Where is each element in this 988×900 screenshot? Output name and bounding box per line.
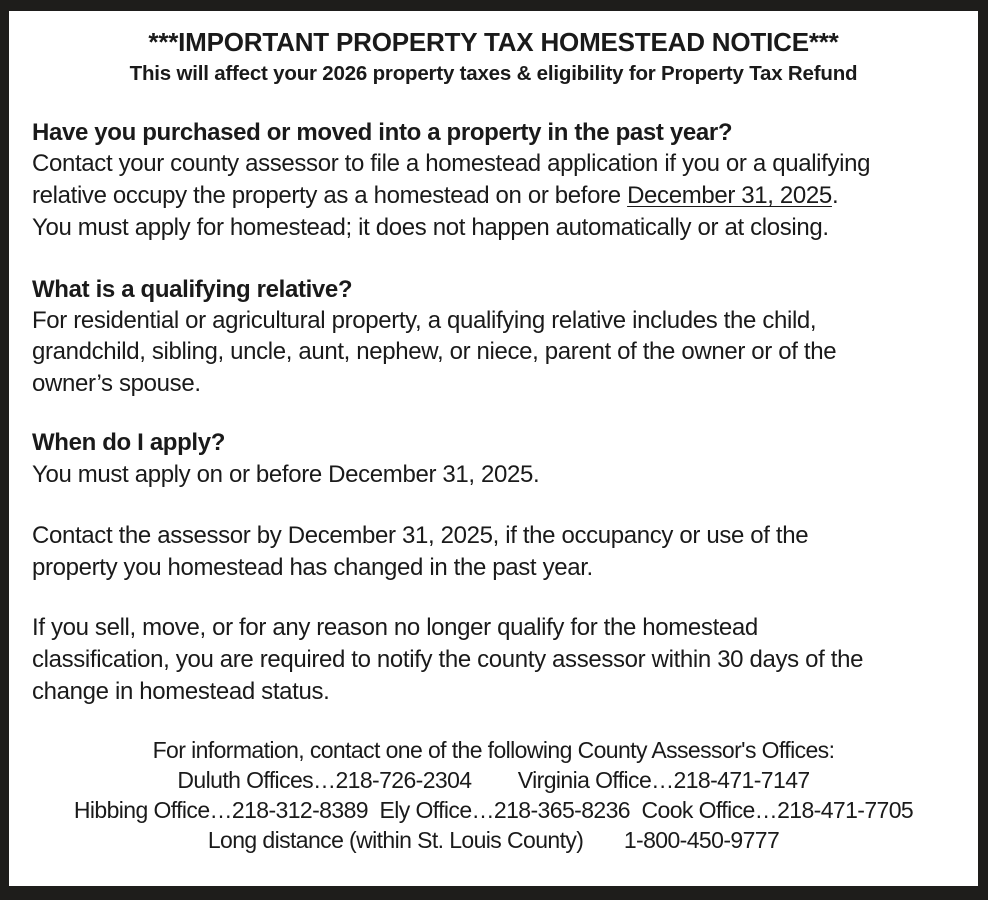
section-heading: When do I apply? xyxy=(32,429,226,456)
footer-contacts: Duluth Offices…218-726-2304 Virginia Off… xyxy=(177,767,810,793)
notice-subtitle: This will affect your 2026 property taxe… xyxy=(129,62,858,85)
notice-title: ***IMPORTANT PROPERTY TAX HOMESTEAD NOTI… xyxy=(148,27,839,57)
paragraph-text: If you sell, move, or for any reason no … xyxy=(32,614,758,641)
section-heading: What is a qualifying relative? xyxy=(32,276,353,303)
section-text: Contact your county assessor to file a h… xyxy=(32,150,871,177)
footer-long-distance: Long distance (within St. Louis County) … xyxy=(207,827,780,853)
section-text: You must apply on or before December 31,… xyxy=(32,461,540,488)
section-text: owner’s spouse. xyxy=(32,370,201,397)
notice-panel: ***IMPORTANT PROPERTY TAX HOMESTEAD NOTI… xyxy=(9,11,978,886)
text-span: relative occupy the property as a homest… xyxy=(32,182,628,209)
section-text: grandchild, sibling, uncle, aunt, nephew… xyxy=(32,338,837,365)
section-text: relative occupy the property as a homest… xyxy=(32,180,839,212)
section-heading: Have you purchased or moved into a prope… xyxy=(32,119,733,146)
section-text: For residential or agricultural property… xyxy=(32,307,817,334)
paragraph-text: Contact the assessor by December 31, 202… xyxy=(32,522,809,549)
text-span: . xyxy=(831,182,839,209)
paragraph-text: change in homestead status. xyxy=(32,678,330,705)
footer-intro: For information, contact one of the foll… xyxy=(152,737,835,763)
deadline-date: December 31, 2025 xyxy=(627,182,832,209)
paragraph-text: classification, you are required to noti… xyxy=(32,646,864,673)
paragraph-text: property you homestead has changed in th… xyxy=(32,554,593,581)
footer-contacts: Hibbing Office…218-312-8389 Ely Office…2… xyxy=(73,797,914,823)
section-text: You must apply for homestead; it does no… xyxy=(32,214,829,241)
